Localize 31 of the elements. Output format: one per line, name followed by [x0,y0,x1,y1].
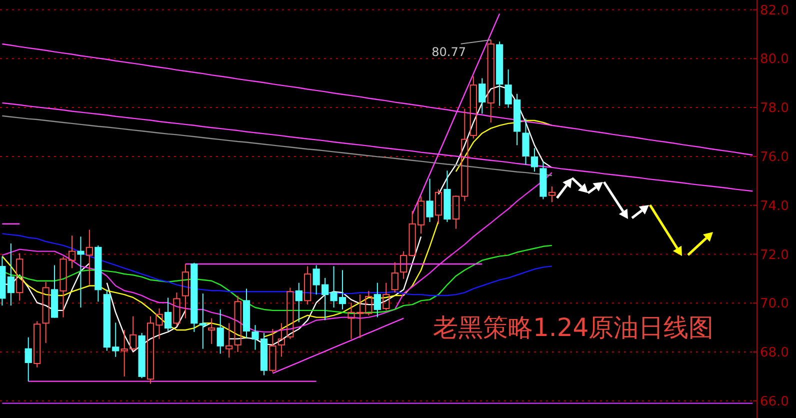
candlestick [530,148,538,172]
candlestick [295,282,302,323]
candlestick [77,236,84,308]
annotation: 80.77 [432,44,466,59]
candlestick [7,242,14,306]
candlestick [374,282,381,318]
candlestick [86,229,93,286]
y-tick-label: 72.0 [760,248,789,263]
line-series [2,115,553,176]
line-series [272,318,404,374]
y-tick-label: 68.0 [760,346,789,361]
y-tick-label: 66.0 [760,394,789,410]
y-tick-label: 80.0 [760,52,789,68]
annotation: 老黑策略1.24原油日线图 [433,313,714,342]
candlestick [478,78,486,114]
y-tick-label: 78.0 [760,101,789,116]
candlestick [0,256,6,306]
candlestick [24,336,32,382]
candlestick [208,318,216,344]
candlestick [226,322,233,358]
y-tick-label: 76.0 [760,150,789,165]
candlestick [182,264,189,319]
y-tick-label: 82.0 [760,3,789,18]
candlestick [278,322,285,358]
candlestick [242,288,250,338]
y-tick-label: 74.0 [760,198,789,214]
candlestick [216,308,224,354]
candlestick [199,293,206,350]
candlestick [16,252,24,302]
y-tick-label: 70.0 [760,296,789,312]
candlestick [522,118,530,166]
